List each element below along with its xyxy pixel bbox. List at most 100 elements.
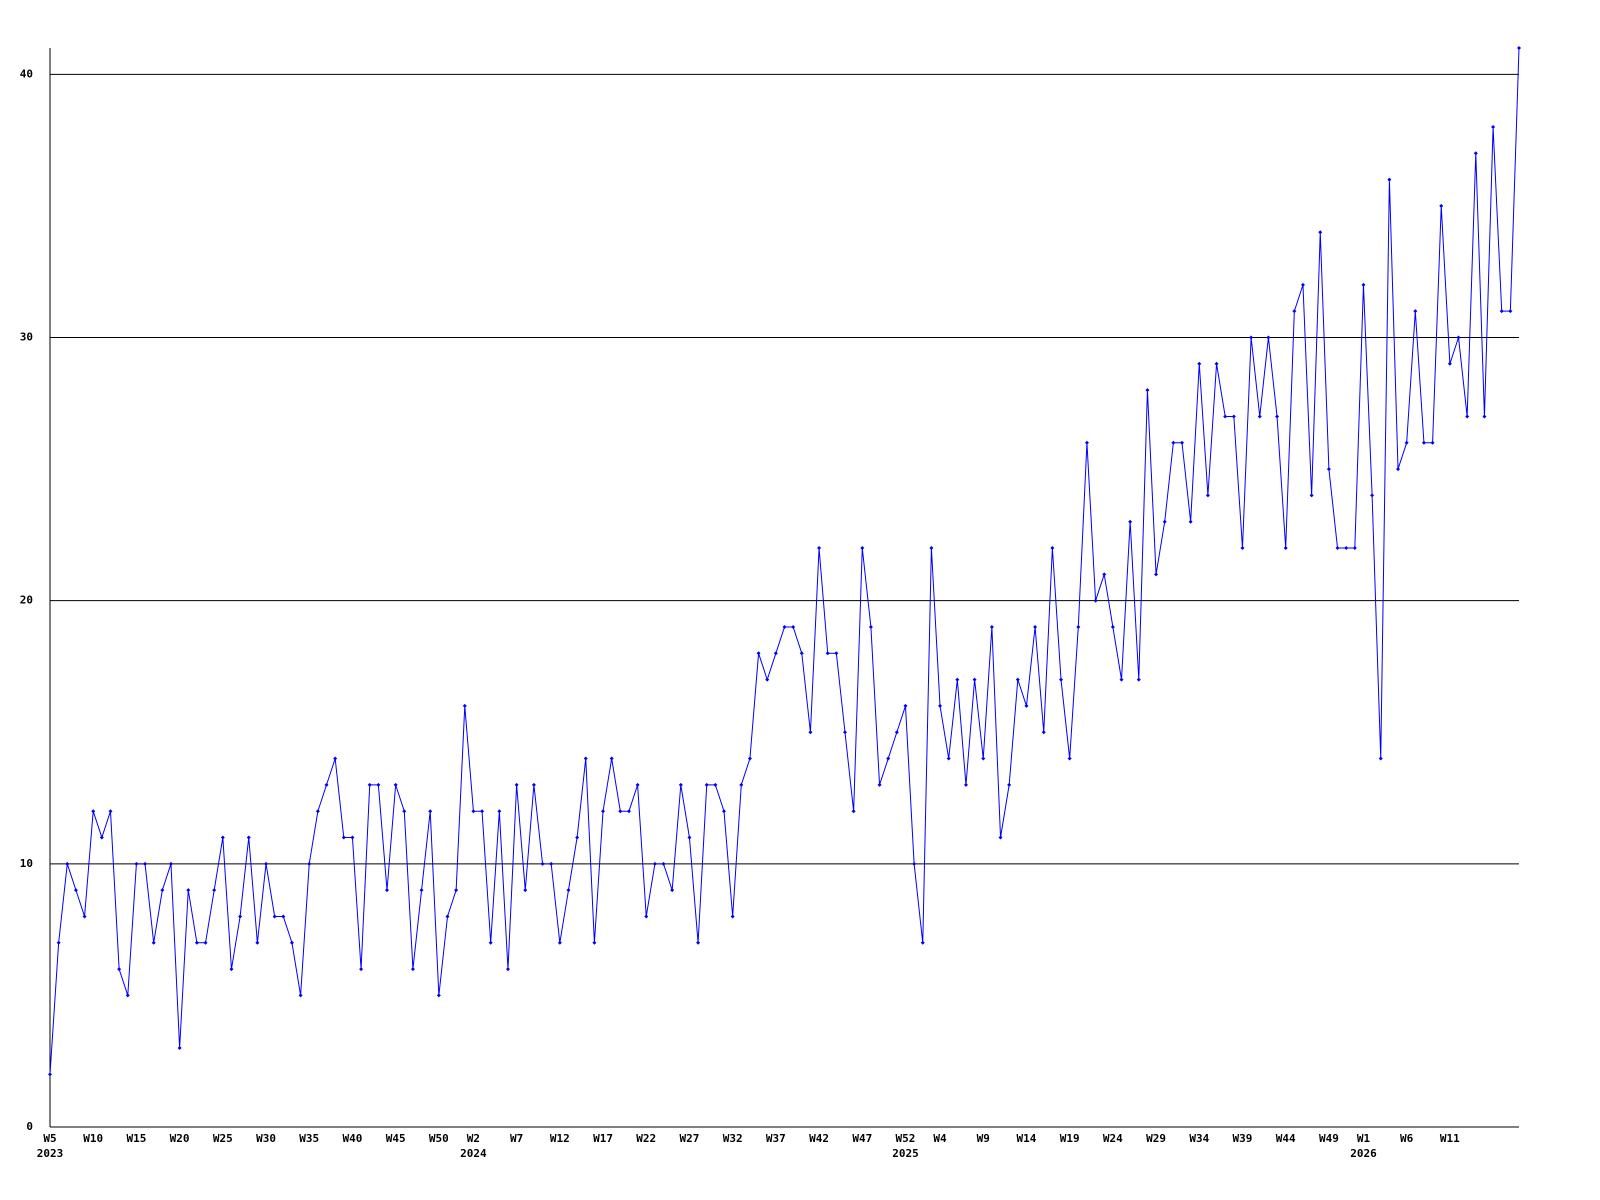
x-tick-label: W50 [429, 1132, 449, 1145]
point [480, 809, 485, 814]
point [514, 782, 519, 787]
x-tick-label: W17 [593, 1132, 613, 1145]
point [108, 809, 113, 814]
point [160, 888, 165, 893]
x-tick-label: W27 [680, 1132, 700, 1145]
point [1257, 414, 1262, 419]
x-tick-label: W6 [1400, 1132, 1414, 1145]
point [246, 835, 251, 840]
point [1473, 151, 1478, 156]
x-tick-label: W35 [299, 1132, 319, 1145]
point [557, 940, 562, 945]
point [652, 861, 657, 866]
x-tick-label: W12 [550, 1132, 570, 1145]
point [1283, 546, 1288, 551]
point [1076, 624, 1081, 629]
point [1197, 361, 1202, 366]
x-tick-label: W7 [510, 1132, 523, 1145]
x-tick-label: W20 [170, 1132, 190, 1145]
point [1335, 546, 1340, 551]
point [1162, 519, 1167, 524]
point [445, 914, 450, 919]
point [1188, 519, 1193, 524]
point [1067, 756, 1072, 761]
point [817, 546, 822, 551]
point [912, 861, 917, 866]
point [315, 809, 320, 814]
point [609, 756, 614, 761]
point [1396, 467, 1401, 472]
point [1361, 282, 1366, 287]
x-year-label: 2025 [892, 1147, 919, 1160]
x-tick-label: W52 [896, 1132, 916, 1145]
point [488, 940, 493, 945]
point [99, 835, 104, 840]
point [989, 624, 994, 629]
point [134, 861, 139, 866]
point [125, 993, 130, 998]
x-tick-label: W30 [256, 1132, 276, 1145]
point [281, 914, 286, 919]
point [272, 914, 277, 919]
point [73, 888, 78, 893]
point [419, 888, 424, 893]
point [1214, 361, 1219, 366]
point [1050, 546, 1055, 551]
point [1508, 309, 1513, 314]
point [65, 861, 70, 866]
point [220, 835, 225, 840]
x-year-label: 2024 [460, 1147, 487, 1160]
point [618, 809, 623, 814]
point [1499, 309, 1504, 314]
x-tick-label: W49 [1319, 1132, 1339, 1145]
x-tick-label: W29 [1146, 1132, 1166, 1145]
point [531, 782, 536, 787]
point [264, 861, 269, 866]
point [756, 651, 761, 656]
point [367, 782, 372, 787]
x-tick-label: W40 [343, 1132, 363, 1145]
point [1240, 546, 1245, 551]
x-tick-label: W25 [213, 1132, 233, 1145]
point [48, 1072, 52, 1077]
x-year-label: 2026 [1350, 1147, 1377, 1160]
point [56, 940, 61, 945]
point [704, 782, 709, 787]
x-tick-label: W37 [766, 1132, 786, 1145]
point [791, 624, 796, 629]
point [1154, 572, 1159, 577]
point [229, 967, 234, 972]
point [1136, 677, 1141, 682]
x-tick-label: W39 [1233, 1132, 1253, 1145]
point [972, 677, 977, 682]
point [1447, 361, 1452, 366]
point [168, 861, 173, 866]
x-tick-label: W32 [723, 1132, 743, 1145]
point [238, 914, 243, 919]
point [350, 835, 355, 840]
x-tick-label: W24 [1103, 1132, 1123, 1145]
point [1015, 677, 1020, 682]
point [1110, 624, 1115, 629]
point [998, 835, 1003, 840]
point [151, 940, 156, 945]
point [583, 756, 588, 761]
point [1059, 677, 1064, 682]
point [212, 888, 217, 893]
point [1491, 124, 1496, 129]
point [454, 888, 459, 893]
y-tick-label: 40 [20, 67, 33, 80]
point [471, 809, 476, 814]
point [877, 782, 882, 787]
point [825, 651, 830, 656]
point [1439, 203, 1444, 208]
point [436, 993, 441, 998]
point [1352, 546, 1357, 551]
point [203, 940, 208, 945]
point [1041, 730, 1046, 735]
point [955, 677, 960, 682]
point [566, 888, 571, 893]
point [1482, 414, 1487, 419]
point [842, 730, 847, 735]
point [333, 756, 338, 761]
